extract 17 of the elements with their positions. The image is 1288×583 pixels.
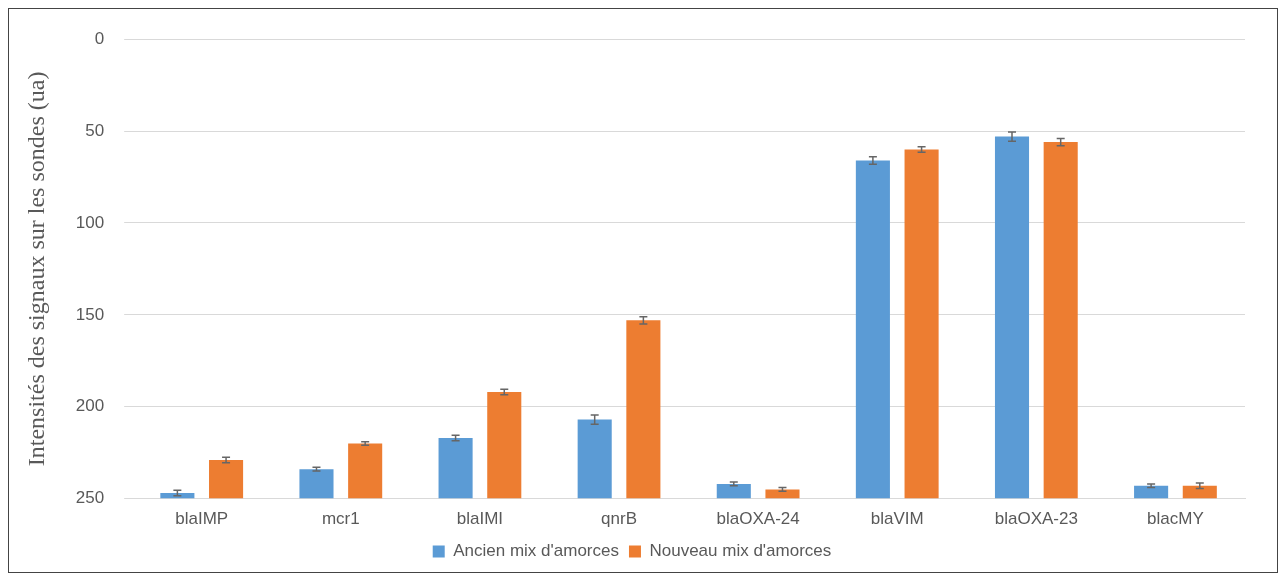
legend-label: Ancien mix d'amorces [453,541,619,561]
x-tick-label: blacMY [1147,509,1204,529]
y-tick-label: 250 [75,488,105,508]
legend-label: Nouveau mix d'amorces [649,541,832,561]
x-tick-label: blaVIM [870,509,924,529]
x-tick-label: qnrB [601,509,637,529]
x-tick-label: blaOXA-24 [716,509,800,529]
y-tick-label: 100 [75,212,105,232]
y-tick-label: 50 [85,120,105,140]
x-tick-label: mcr1 [321,509,360,529]
y-tick-label: 0 [94,28,105,48]
x-tick-label: blaIMI [456,509,504,529]
y-tick-label: 200 [75,396,105,416]
y-axis-title: Intensités des signaux sur les sondes (ua) [22,71,49,467]
x-tick-label: blaOXA-23 [994,509,1078,529]
y-tick-label: 150 [75,304,105,324]
x-tick-label: blaIMP [175,509,229,529]
